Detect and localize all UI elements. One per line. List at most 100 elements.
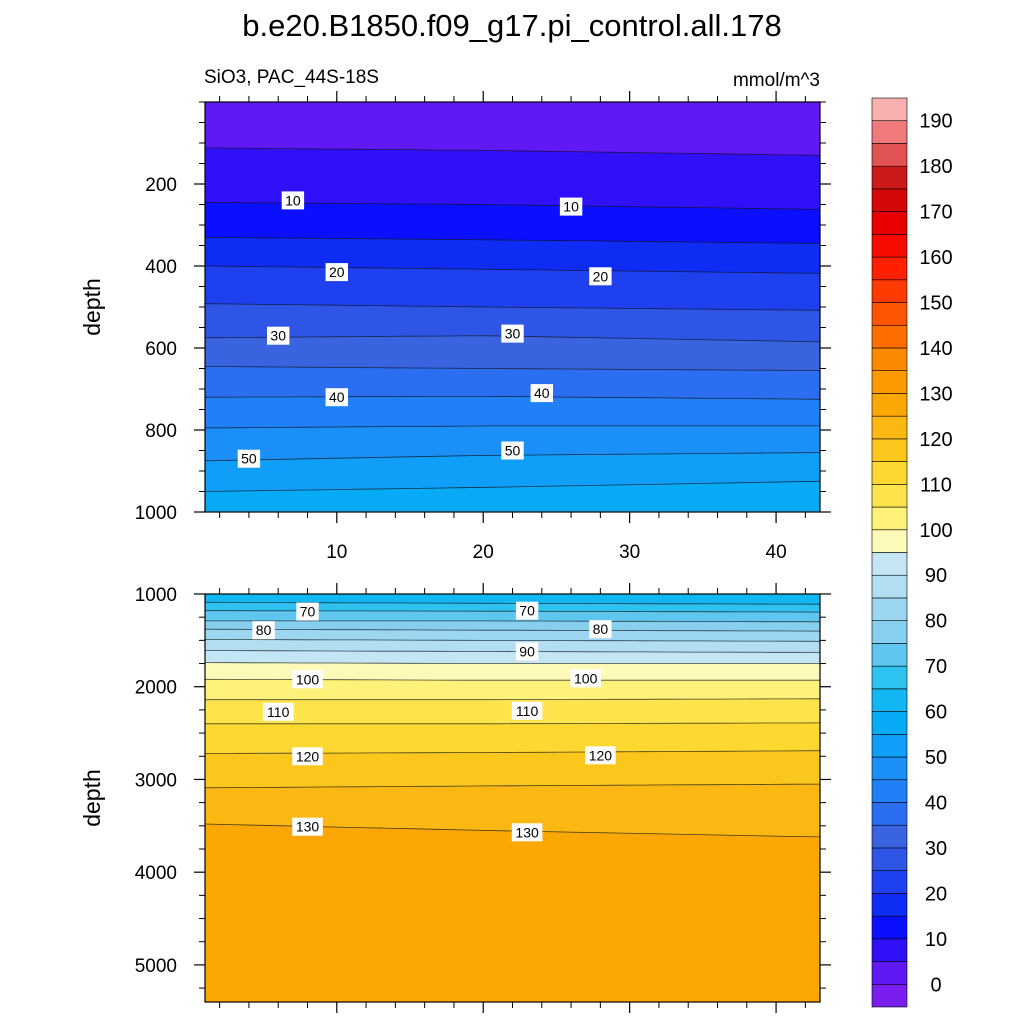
colorbar-swatch [871,733,908,758]
contour-label-box [589,267,612,286]
colorbar-label: 170 [919,202,952,224]
colorbar-swatch [871,347,908,372]
band-fill [205,366,820,400]
contour-label-box [262,702,294,721]
contour-line [205,366,820,371]
colorbar-swatch [871,484,908,508]
colorbar-swatch [871,120,908,144]
colorbar-swatch [871,552,908,576]
contour-line [205,722,820,725]
colorbar-label: 60 [925,702,947,724]
band-fill [205,824,820,1002]
colorbar-label: 100 [919,520,952,542]
contour-label: 120 [589,747,613,763]
contour-label-box [501,324,524,343]
y-tick-label: 800 [145,421,177,442]
colorbar-swatch [871,824,908,849]
band-fill [205,629,820,642]
contour-label: 50 [505,443,521,459]
colorbar-label: 0 [930,974,941,996]
band-fill [205,396,820,428]
contour-line [205,236,820,244]
band-fill [205,452,820,492]
y-tick-label: 3000 [135,770,177,791]
colorbar-swatch [871,279,908,303]
contour-label-box [589,620,612,639]
contour-label: 120 [296,748,320,764]
colorbar-swatch [871,961,908,985]
colorbar-swatch [871,597,908,621]
contour-label: 50 [241,451,257,467]
contour-label: 110 [516,703,539,719]
band-fill [205,266,820,311]
colorbar-label: 120 [919,429,952,451]
contour-line [205,698,820,701]
colorbar-swatch [871,529,908,553]
band-fill [205,481,820,512]
band-fill [205,679,820,700]
colorbar-swatch [871,302,908,326]
contour-line [205,639,820,642]
colorbar-label: 30 [925,838,947,860]
contour-line [205,425,820,429]
contour-label-box [515,642,539,661]
contour-fills [205,594,820,1002]
colorbar-swatch [871,393,908,417]
contour-line [205,303,820,311]
contour-label: 80 [593,621,609,637]
contour-label-box [511,701,543,720]
contour-line [205,620,820,623]
y-tick-label: 400 [145,257,177,278]
y-tick-label: 1000 [135,503,177,524]
x-tick-label: 20 [473,542,494,563]
colorbar-label: 110 [920,474,952,496]
contour-line [205,202,820,210]
contour-label-box [501,441,524,460]
colorbar-swatch [871,620,908,644]
contour-label-box [292,747,323,766]
colorbar-swatch [871,915,908,940]
y-tick-label: 4000 [135,863,177,884]
band-fill [205,750,820,788]
contour-label: 40 [534,385,550,401]
colorbar-swatch [871,643,908,667]
contour-line [205,396,820,400]
contour-label: 30 [270,328,286,344]
upper-panel: 10 10 20 20 30 30 40 40 50 50 10 20 30 40 200 400 600 800… [79,91,831,563]
contour-label: 30 [505,326,521,342]
band-fill [205,602,820,613]
contour-line [205,783,820,789]
contour-line [205,480,820,492]
contour-label-box [252,621,275,640]
colorbar-label: 70 [925,656,947,678]
contour-label: 110 [267,704,290,720]
y-tick-label: 5000 [135,956,177,977]
contour-label-box [292,817,323,836]
colorbar-swatch [871,165,908,190]
band-fill [205,639,820,653]
chart-title: b.e20.B1850.f09_g17.pi_control.all.178 [242,8,782,43]
colorbar-label: 10 [925,929,947,951]
contour-label-box [511,823,543,842]
contour-label-box [530,384,553,403]
colorbar-label: 40 [925,793,947,815]
colorbar-swatch [871,779,908,803]
contour-label-box [570,669,601,688]
colorbar-swatch [871,324,908,349]
colorbar-swatch [871,756,908,781]
band-fill [205,784,820,837]
band-fill [205,620,820,632]
y-tick-label: 600 [145,339,177,360]
contour-label: 130 [515,824,539,840]
colorbar-swatch [871,143,908,167]
contour-label: 20 [593,268,609,284]
colorbar-swatch [871,870,908,894]
contour-line [205,628,820,632]
colorbar-label: 180 [919,156,952,178]
contour-line [205,650,820,653]
colorbar-swatch [871,97,908,122]
colorbar-swatch [871,234,908,258]
colorbar-swatch [871,415,908,440]
colorbar-label: 80 [925,611,947,633]
colorbar-swatch [871,461,908,485]
